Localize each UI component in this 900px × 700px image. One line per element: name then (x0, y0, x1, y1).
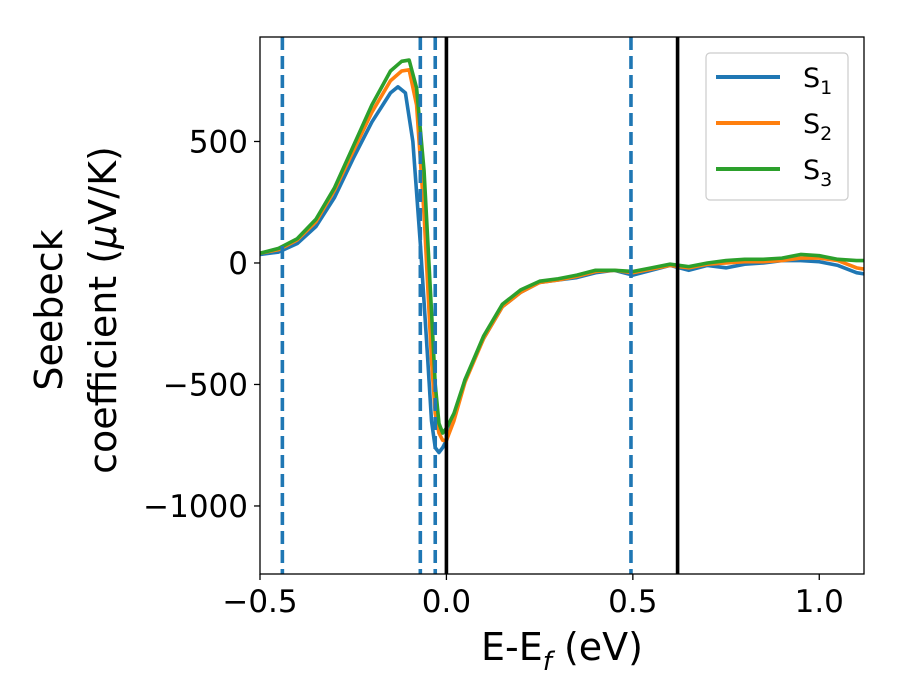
y-tick-label: 0 (228, 246, 248, 282)
y-axis-label-line2: coefficient (μV/K) (81, 146, 125, 474)
series-line-s3 (260, 58, 864, 435)
y-tick-label: −500 (163, 367, 248, 403)
axes: −0.5 0.0 0.5 1.0 500 0 −500 −1000 (143, 36, 865, 620)
legend-label-s3: S3 (803, 155, 832, 191)
plot-area (260, 37, 864, 574)
legend: S1 S2 S3 (705, 52, 849, 201)
x-axis-label: E-Ef (eV) (481, 625, 643, 677)
legend-box (705, 52, 849, 201)
x-tick-label: 1.0 (795, 584, 844, 620)
legend-label-s1: S1 (803, 63, 832, 99)
legend-label-s2: S2 (803, 109, 832, 145)
y-tick-label: −1000 (143, 489, 248, 525)
x-tick-label: −0.5 (222, 584, 297, 620)
x-tick-label: 0.5 (608, 584, 657, 620)
plot-frame (259, 36, 865, 575)
y-tick-label: 500 (189, 124, 248, 160)
x-tick-label: 0.0 (422, 584, 471, 620)
y-axis-label-line1: Seebeck (27, 229, 71, 390)
